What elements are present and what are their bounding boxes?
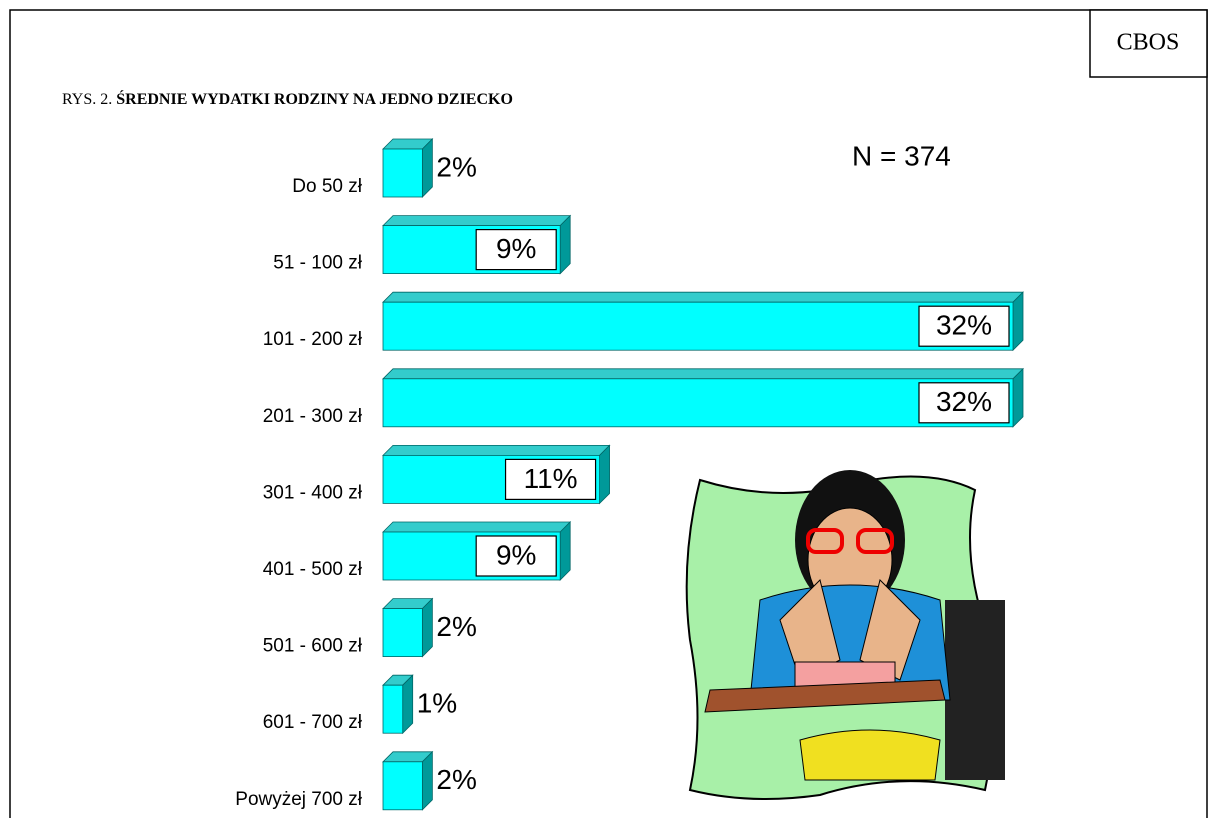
annotation: N = 374 <box>852 140 951 171</box>
bar-side <box>559 214 571 275</box>
value-label: 1% <box>417 688 457 719</box>
bar-side <box>402 674 414 735</box>
value-label: 2% <box>436 151 476 182</box>
value-label: 32% <box>936 310 992 341</box>
category-label: 401 - 500 zł <box>263 559 363 580</box>
bar <box>382 148 423 198</box>
bar-side <box>421 597 433 658</box>
bar-top <box>382 368 1024 380</box>
value-label-box <box>918 382 1010 424</box>
bar-top <box>382 291 1024 303</box>
title: ŚREDNIE WYDATKI RODZINY NA JEDNO DZIECKO <box>116 89 513 108</box>
category-label: 51 - 100 zł <box>273 253 362 274</box>
value-label-box <box>918 305 1010 347</box>
bar <box>382 608 423 657</box>
category-label: 501 - 600 zł <box>263 636 363 657</box>
bar-side <box>1012 367 1024 428</box>
bar-side <box>1012 291 1024 352</box>
bar-top <box>382 444 611 456</box>
bar-top <box>382 215 572 227</box>
bar <box>382 684 404 734</box>
bar-side <box>559 521 571 581</box>
source: CBOS <box>1117 30 1180 56</box>
bar <box>382 378 1014 428</box>
figure-label: RYS. 2. <box>62 91 112 108</box>
chart-title: RYS. 2. ŚREDNIE WYDATKI RODZINY NA JEDNO… <box>62 89 513 108</box>
bar-side <box>599 444 610 505</box>
category-label: 601 - 700 zł <box>263 712 363 733</box>
bar <box>382 761 423 811</box>
value-label-box <box>504 458 597 500</box>
value-label-box <box>475 535 557 577</box>
value-label: 11% <box>524 463 578 494</box>
bar-side <box>421 750 433 811</box>
value-label: 2% <box>436 611 476 642</box>
value-label: 2% <box>436 764 476 795</box>
bar <box>382 301 1014 351</box>
value-label: 9% <box>496 233 536 264</box>
category-label: 301 - 400 zł <box>263 482 363 503</box>
value-label: 32% <box>936 386 992 417</box>
category-label: Powyżej 700 zł <box>235 789 363 810</box>
source-box <box>1089 9 1208 78</box>
category-label: 201 - 300 zł <box>263 406 363 427</box>
bar-side <box>421 138 433 198</box>
frame <box>9 9 1208 818</box>
illustration <box>685 470 1005 800</box>
category-label: 101 - 200 zł <box>263 329 363 350</box>
category-label: Do 50 zł <box>292 176 362 197</box>
value-label-box <box>475 229 557 271</box>
value-label: 9% <box>496 539 536 570</box>
bar-top <box>382 521 572 533</box>
